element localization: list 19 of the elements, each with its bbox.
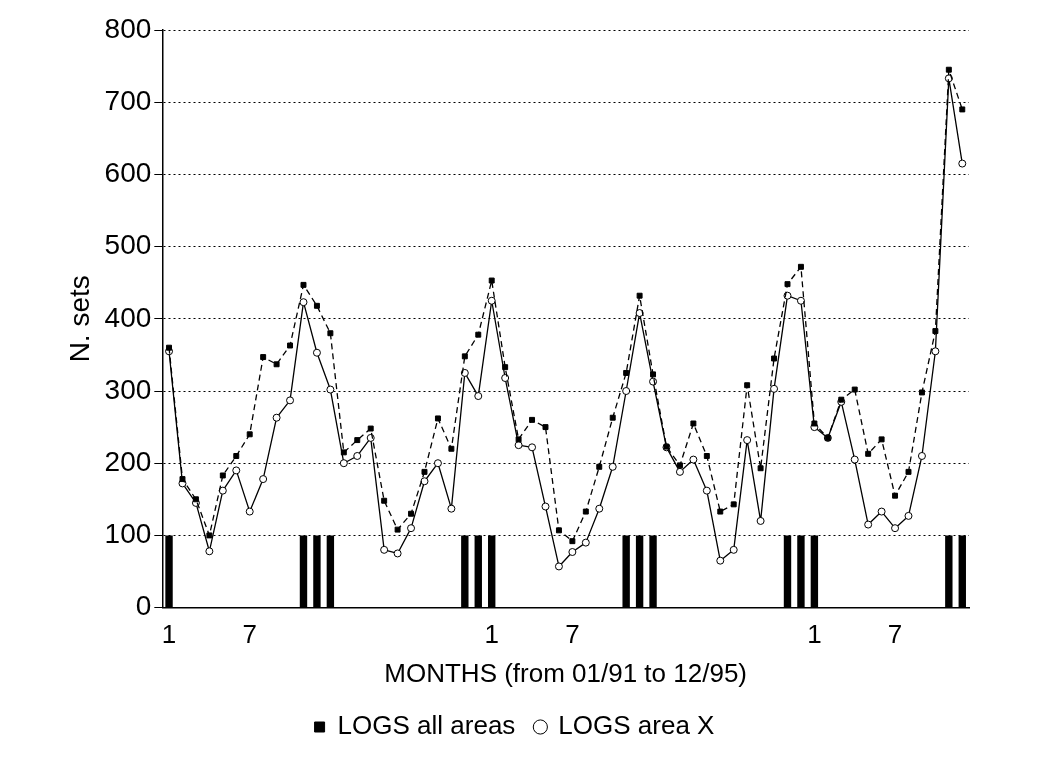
x-tick-label: 7: [242, 619, 257, 650]
x-tick-label: 7: [887, 619, 903, 650]
x-tick-label: 1: [484, 619, 499, 650]
y-tick-label: 200: [104, 445, 152, 477]
y-tick-label: 800: [104, 12, 152, 44]
x-axis-title: MONTHS (from 01/91 to 12/95): [384, 657, 747, 688]
y-tick-label: 0: [135, 590, 152, 622]
y-tick-label: 500: [104, 229, 152, 261]
x-tick-label: 1: [807, 619, 822, 650]
y-tick-label: 700: [104, 84, 152, 116]
legend-label: LOGS area X: [558, 710, 715, 741]
y-tick-label: 300: [104, 373, 152, 405]
y-tick-label: 100: [104, 518, 152, 550]
x-tick-label: 7: [565, 619, 580, 650]
y-axis-title: N. sets: [63, 275, 95, 363]
x-tick-label: 1: [161, 619, 177, 650]
y-tick-label: 400: [104, 301, 152, 333]
y-tick-label: 600: [104, 157, 152, 189]
legend-label: LOGS all areas: [337, 710, 516, 741]
